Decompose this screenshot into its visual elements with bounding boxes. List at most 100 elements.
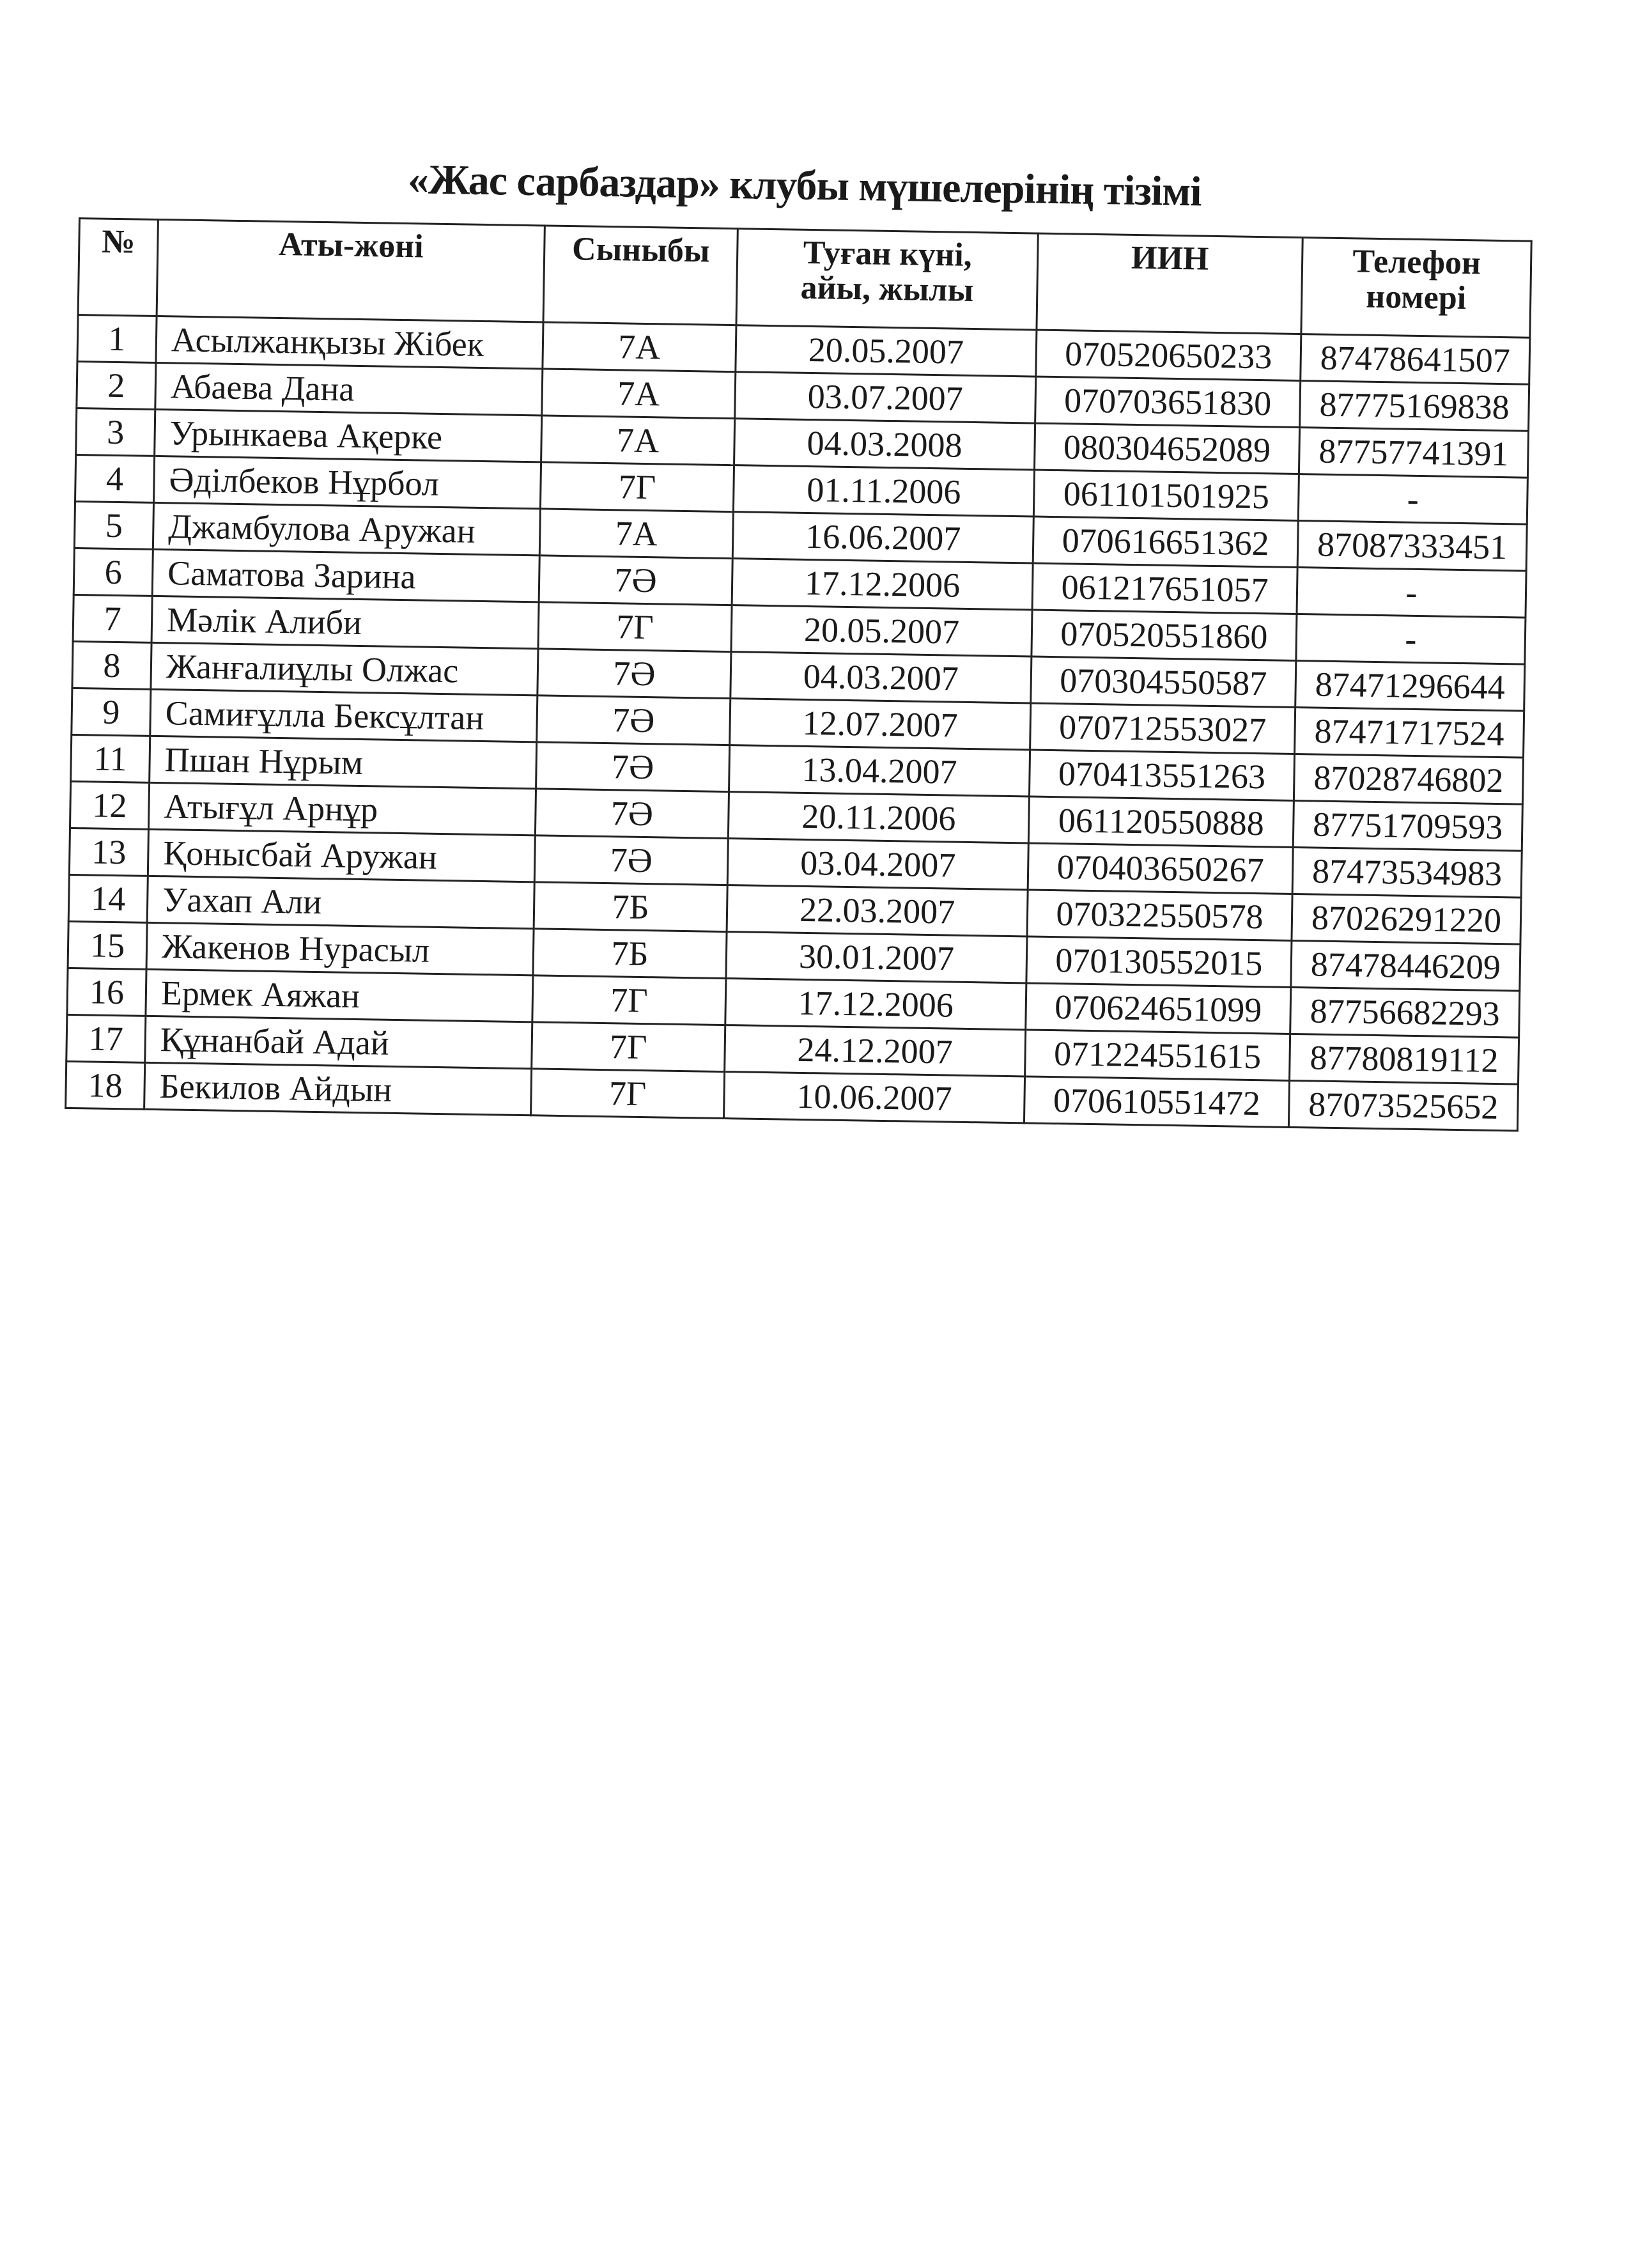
cell-full-name: Уахап Али: [147, 876, 535, 929]
cell-iin: 070616651362: [1033, 517, 1299, 568]
cell-number: 15: [68, 921, 148, 970]
header-iin: ИИН: [1036, 233, 1303, 334]
cell-phone: 87087333451: [1297, 520, 1527, 571]
cell-full-name: Жакенов Нурасыл: [146, 922, 534, 975]
cell-birth-date: 12.07.2007: [729, 698, 1031, 750]
cell-birth-date: 17.12.2006: [732, 558, 1033, 610]
cell-iin: 070520551860: [1031, 610, 1297, 661]
cell-class: 7Г: [532, 975, 726, 1025]
cell-phone: 87780819112: [1289, 1034, 1519, 1085]
header-class: Сыныбы: [543, 225, 738, 325]
cell-iin: 070413551263: [1029, 749, 1295, 801]
cell-iin: 070703651830: [1035, 377, 1301, 428]
cell-class: 7Б: [534, 882, 728, 932]
cell-number: 2: [76, 361, 156, 410]
cell-class: 7Ә: [534, 835, 729, 885]
cell-phone: 87756682293: [1290, 987, 1520, 1038]
header-birth-date: Туған күні, айы, жылы: [736, 228, 1039, 330]
cell-phone: 87471296644: [1295, 660, 1525, 711]
cell-phone: 87751709593: [1293, 800, 1523, 851]
cell-number: 18: [65, 1061, 145, 1110]
cell-iin: 061120550888: [1028, 796, 1294, 848]
cell-birth-date: 20.05.2007: [730, 605, 1033, 657]
cell-number: 3: [75, 408, 155, 456]
cell-full-name: Ермек Аяжан: [145, 969, 533, 1022]
cell-iin: 070610551472: [1024, 1076, 1290, 1128]
cell-number: 17: [66, 1014, 146, 1063]
cell-class: 7Ә: [536, 742, 730, 792]
cell-iin: 070322550578: [1027, 889, 1293, 941]
cell-iin: 080304652089: [1034, 423, 1300, 474]
cell-number: 9: [71, 688, 151, 736]
cell-class: 7Ә: [536, 695, 730, 745]
cell-number: 7: [73, 594, 153, 643]
cell-iin: 061101501925: [1033, 470, 1299, 521]
cell-class: 7Г: [540, 462, 734, 512]
cell-birth-date: 20.11.2006: [728, 791, 1030, 843]
cell-iin: 070520650233: [1035, 330, 1301, 381]
cell-class: 7Б: [532, 928, 727, 979]
cell-iin: 061217651057: [1032, 563, 1298, 614]
cell-full-name: Бекилов Айдын: [144, 1062, 532, 1115]
cell-phone: 87757741391: [1299, 427, 1529, 478]
cell-birth-date: 04.03.2007: [730, 651, 1032, 703]
cell-phone: -: [1295, 614, 1526, 665]
cell-birth-date: 01.11.2006: [733, 465, 1035, 517]
cell-class: 7Г: [531, 1021, 725, 1072]
cell-full-name: Мәлік Алиби: [151, 596, 539, 649]
cell-full-name: Әділбеков Нұрбол: [153, 456, 541, 509]
cell-class: 7А: [541, 368, 736, 419]
cell-birth-date: 16.06.2007: [732, 511, 1034, 564]
cell-birth-date: 20.05.2007: [735, 325, 1037, 377]
cell-full-name: Саматова Зарина: [152, 549, 540, 602]
cell-full-name: Джамбулова Аружан: [153, 502, 541, 555]
cell-class: 7Ә: [535, 788, 729, 839]
cell-phone: 87478446209: [1290, 940, 1520, 991]
cell-full-name: Құнанбай Адай: [144, 1016, 532, 1069]
cell-iin: 070130552015: [1026, 936, 1292, 988]
cell-full-name: Самиғұлла Бексұлтан: [150, 689, 537, 742]
members-table: № Аты-жөні Сыныбы Туған күні, айы, жылы ИИН Т…: [65, 217, 1533, 1132]
cell-full-name: Асылжанқызы Жібек: [155, 316, 544, 369]
cell-phone: 87478641507: [1300, 334, 1530, 385]
cell-birth-date: 13.04.2007: [729, 745, 1030, 796]
header-full-name: Аты-жөні: [157, 219, 545, 322]
cell-phone: 87026291220: [1291, 894, 1522, 945]
cell-birth-date: 10.06.2007: [723, 1071, 1025, 1123]
cell-number: 14: [68, 874, 148, 923]
cell-full-name: Жанғалиұлы Олжас: [150, 642, 538, 695]
cell-class: 7А: [542, 322, 736, 372]
cell-class: 7А: [539, 508, 734, 559]
cell-class: 7Ә: [539, 555, 733, 605]
cell-number: 1: [77, 315, 157, 363]
cell-birth-date: 22.03.2007: [727, 885, 1028, 936]
cell-phone: -: [1298, 474, 1528, 525]
cell-number: 6: [73, 548, 153, 596]
cell-birth-date: 24.12.2007: [724, 1025, 1026, 1076]
cell-iin: 070624651099: [1025, 983, 1291, 1034]
cell-full-name: Урынкаева Ақерке: [154, 409, 542, 462]
cell-full-name: Абаева Дана: [155, 362, 543, 416]
cell-full-name: Пшан Нұрым: [149, 736, 537, 789]
cell-number: 12: [70, 781, 150, 830]
cell-class: 7Ә: [537, 648, 731, 699]
cell-number: 4: [75, 454, 155, 503]
cell-class: 7Г: [537, 602, 732, 652]
cell-birth-date: 03.07.2007: [734, 371, 1036, 424]
cell-full-name: Атығұл Арнұр: [148, 782, 536, 835]
cell-number: 13: [69, 828, 149, 876]
cell-phone: -: [1296, 567, 1527, 618]
cell-full-name: Қонысбай Аружан: [148, 829, 536, 882]
cell-iin: 070304550587: [1030, 656, 1296, 708]
cell-phone: 87028746802: [1294, 754, 1524, 805]
cell-birth-date: 03.04.2007: [727, 838, 1029, 890]
cell-phone: 87775169838: [1299, 380, 1529, 431]
cell-iin: 070403650267: [1028, 843, 1294, 894]
header-phone: Телефон номері: [1301, 237, 1532, 338]
cell-iin: 070712553027: [1030, 703, 1295, 754]
cell-iin: 071224551615: [1024, 1029, 1290, 1081]
cell-birth-date: 17.12.2006: [725, 978, 1026, 1030]
cell-phone: 87471717524: [1294, 707, 1524, 758]
cell-number: 5: [74, 501, 154, 550]
